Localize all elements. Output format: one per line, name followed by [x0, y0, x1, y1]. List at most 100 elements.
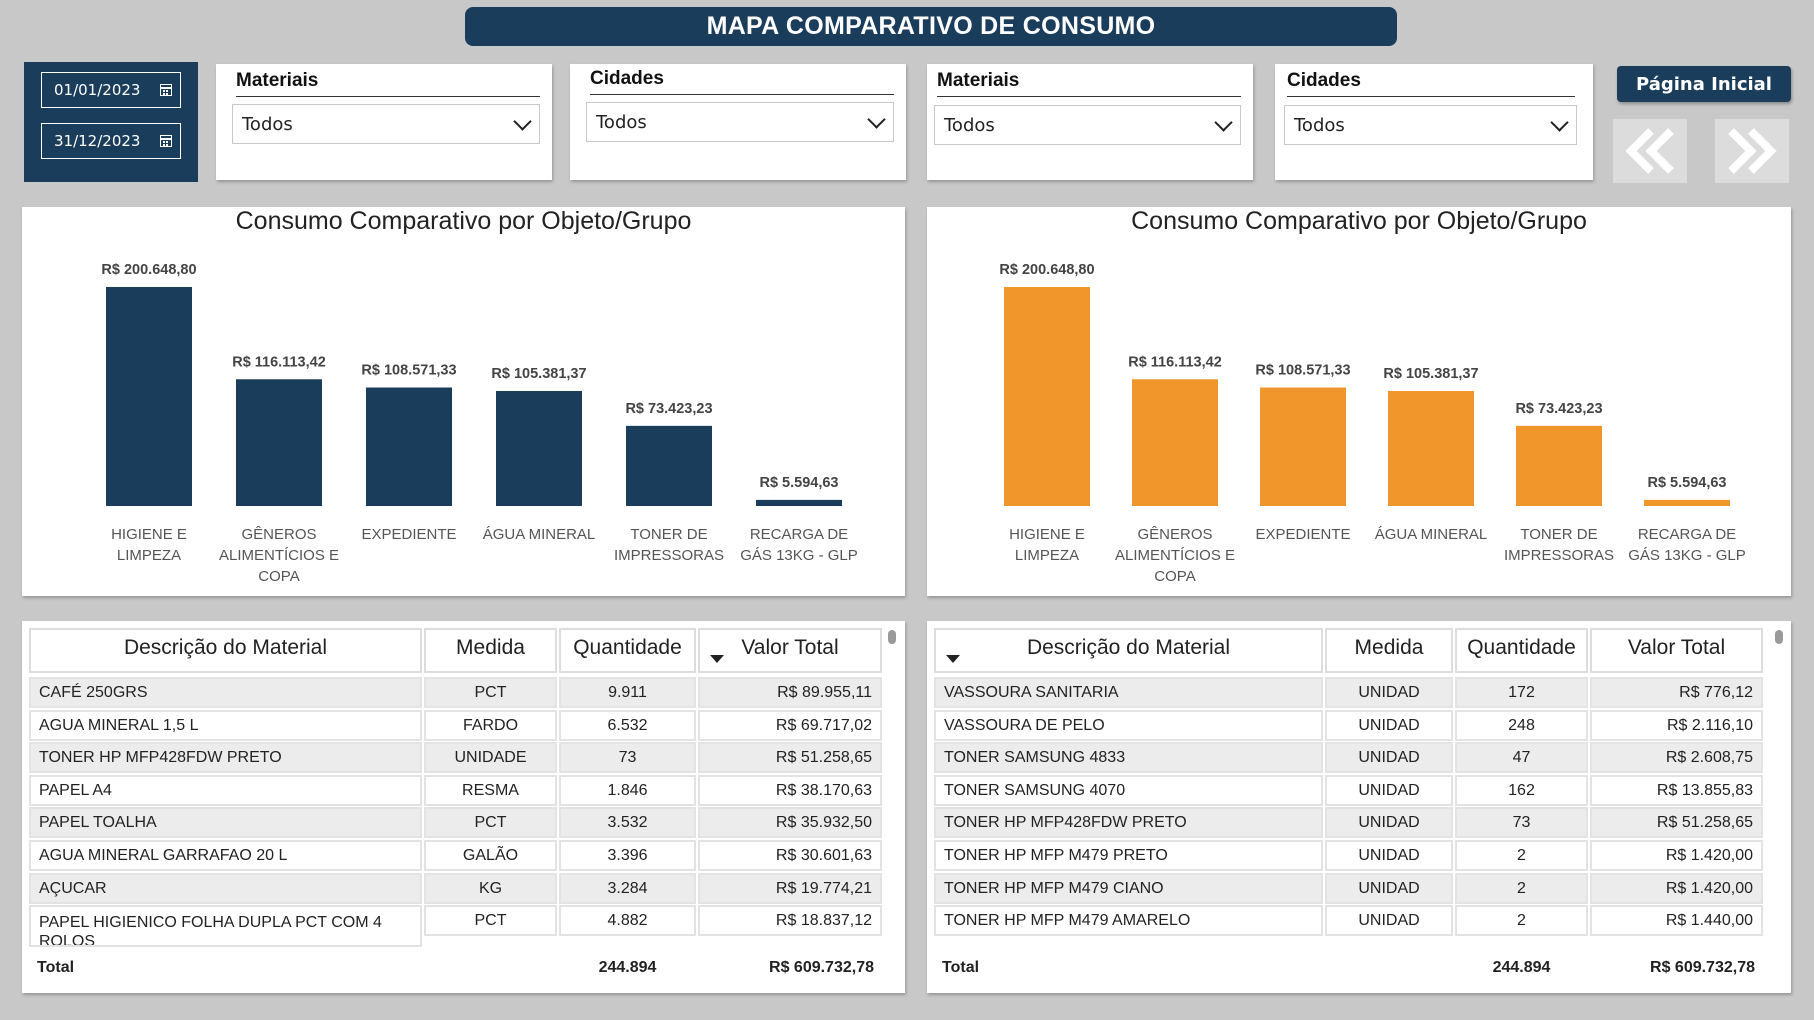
bar[interactable]	[1132, 379, 1218, 506]
date-range-panel: 01/01/2023 31/12/2023	[24, 62, 198, 182]
data-label: R$ 200.648,80	[101, 262, 196, 278]
end-date-value: 31/12/2023	[54, 132, 141, 150]
bar[interactable]	[1516, 425, 1602, 506]
data-label: R$ 116.113,42	[232, 354, 326, 370]
table-row[interactable]: TONER SAMSUNG 4833 UNIDAD 47 R$ 2.608,75	[934, 742, 1765, 774]
table-cell: 2	[1455, 905, 1588, 937]
bar[interactable]	[236, 379, 322, 506]
table-row[interactable]: PAPEL HIGIENICO FOLHA DUPLA PCT COM 4 RO…	[29, 905, 884, 948]
table-row[interactable]: AGUA MINERAL 1,5 L FARDO 6.532 R$ 69.717,02	[29, 709, 884, 741]
table-row[interactable]: PAPEL TOALHA PCT 3.532 R$ 35.932,50	[29, 807, 884, 839]
slicer-cidades-right: Cidades Todos	[1275, 64, 1593, 180]
table-row[interactable]: AÇUCAR KG 3.284 R$ 19.774,21	[29, 872, 884, 904]
next-page-button[interactable]	[1715, 119, 1789, 183]
table-row[interactable]: PAPEL A4 RESMA 1.846 R$ 38.170,63	[29, 774, 884, 806]
table-cell: 248	[1455, 709, 1588, 741]
materiais-dropdown[interactable]: Todos	[934, 105, 1241, 145]
bar-chart-right: R$ 200.648,80 HIGIENE E LIMPEZA R$ 116.113,…	[999, 262, 1745, 585]
table-cell: TONER HP MFP428FDW PRETO	[29, 742, 422, 774]
column-header[interactable]: Medida	[1325, 628, 1453, 673]
scrollbar-thumb[interactable]	[888, 630, 896, 644]
sort-descending-icon[interactable]	[946, 655, 960, 663]
table-row[interactable]: TONER HP MFP428FDW PRETO UNIDAD 73 R$ 51.25…	[934, 807, 1765, 839]
total-cell: Total	[934, 952, 1323, 983]
column-header-label: Quantidade	[1467, 636, 1576, 659]
previous-page-button[interactable]	[1613, 119, 1687, 183]
bar[interactable]	[756, 499, 842, 506]
column-header-label: Descrição do Material	[123, 636, 328, 659]
column-header-label: Valor Total	[741, 636, 839, 659]
bar[interactable]	[366, 387, 452, 506]
data-label: R$ 108.571,33	[361, 362, 456, 378]
table-cell: UNIDAD	[1325, 677, 1453, 708]
table-cell: 1.846	[559, 774, 696, 806]
column-header-label: Descrição do Material	[1026, 636, 1231, 659]
total-cell: 244.894	[1455, 952, 1588, 983]
table-row[interactable]: VASSOURA DE PELO UNIDAD 248 R$ 2.116,10	[934, 709, 1765, 741]
category-label: ÁGUA MINERAL	[483, 526, 596, 543]
column-header[interactable]: Descrição do Material	[29, 628, 422, 673]
table-cell: R$ 69.717,02	[698, 709, 882, 741]
bar[interactable]	[496, 390, 582, 506]
data-label: R$ 5.594,63	[1647, 475, 1726, 491]
table-cell: TONER HP MFP M479 AMARELO	[934, 905, 1323, 937]
cidades-dropdown[interactable]: Todos	[586, 102, 894, 142]
home-page-button[interactable]: Página Inicial	[1617, 66, 1791, 102]
slicer-materiais-left: Materiais Todos	[216, 64, 552, 180]
bar[interactable]	[1644, 499, 1730, 506]
end-date-field[interactable]: 31/12/2023	[41, 123, 181, 159]
materials-table-right: Descrição do Material Medida Quantidade Val…	[927, 621, 1791, 993]
bar[interactable]	[1388, 390, 1474, 506]
bar[interactable]	[626, 425, 712, 506]
table-cell: 2	[1455, 840, 1588, 871]
table-cell: UNIDAD	[1325, 774, 1453, 806]
sort-descending-icon[interactable]	[710, 655, 724, 663]
total-cell: R$ 609.732,78	[1590, 952, 1763, 983]
table-row[interactable]: TONER HP MFP428FDW PRETO UNIDADE 73 R$ 51.2…	[29, 742, 884, 774]
column-header[interactable]: Valor Total	[1590, 628, 1763, 673]
materials-table-left: Descrição do Material Medida Quantidade Val…	[22, 621, 905, 993]
table-cell: 2	[1455, 872, 1588, 904]
table-row[interactable]: TONER HP MFP M479 AMARELO UNIDAD 2 R$ 1.440…	[934, 905, 1765, 937]
cidades-dropdown[interactable]: Todos	[1284, 105, 1577, 145]
start-date-field[interactable]: 01/01/2023	[41, 72, 181, 108]
table-row[interactable]: CAFÉ 250GRS PCT 9.911 R$ 89.955,11	[29, 677, 884, 708]
table-cell: R$ 51.258,65	[698, 742, 882, 774]
dropdown-value: Todos	[1294, 114, 1345, 136]
table-cell: R$ 1.440,00	[1590, 905, 1763, 937]
table-cell: AGUA MINERAL 1,5 L	[29, 709, 422, 741]
total-cell: Total	[29, 952, 422, 983]
table-total-row: Total 244.894 R$ 609.732,78	[29, 952, 884, 983]
scrollbar-thumb[interactable]	[1775, 630, 1783, 644]
table-cell: 3.532	[559, 807, 696, 839]
category-label: GÊNEROS ALIMENTÍCIOS E COPA	[1115, 526, 1235, 585]
table-row[interactable]: VASSOURA SANITARIA UNIDAD 172 R$ 776,12	[934, 677, 1765, 708]
table-row[interactable]: TONER HP MFP M479 PRETO UNIDAD 2 R$ 1.420,0…	[934, 840, 1765, 871]
table-cell: 73	[1455, 807, 1588, 839]
materiais-dropdown[interactable]: Todos	[232, 104, 540, 144]
bar[interactable]	[1260, 387, 1346, 506]
table-cell: R$ 18.837,12	[698, 905, 882, 937]
table-row[interactable]: TONER SAMSUNG 4070 UNIDAD 162 R$ 13.855,83	[934, 774, 1765, 806]
category-label: GÊNEROS ALIMENTÍCIOS E COPA	[219, 526, 339, 585]
table-header: Descrição do Material Medida Quantidade Val…	[934, 628, 1765, 673]
column-header[interactable]: Quantidade	[1455, 628, 1588, 673]
table-cell: R$ 13.855,83	[1590, 774, 1763, 806]
table-total-row: Total 244.894 R$ 609.732,78	[934, 952, 1765, 983]
column-header[interactable]: Medida	[424, 628, 557, 673]
table-cell: UNIDAD	[1325, 742, 1453, 774]
calendar-icon[interactable]	[160, 84, 172, 96]
table-cell: PCT	[424, 807, 557, 839]
double-chevron-right-icon	[1728, 128, 1777, 174]
column-header[interactable]: Quantidade	[559, 628, 696, 673]
table-row[interactable]: AGUA MINERAL GARRAFAO 20 L GALÃO 3.396 R$ 3…	[29, 840, 884, 871]
bar[interactable]	[106, 287, 192, 506]
table-row[interactable]: TONER HP MFP M479 CIANO UNIDAD 2 R$ 1.420,0…	[934, 872, 1765, 904]
category-label: TONER DE IMPRESSORAS	[614, 526, 724, 564]
bar[interactable]	[1004, 287, 1090, 506]
table-cell: R$ 89.955,11	[698, 677, 882, 708]
calendar-icon[interactable]	[160, 135, 172, 147]
column-header[interactable]: Valor Total	[698, 628, 882, 673]
table-cell: 162	[1455, 774, 1588, 806]
column-header[interactable]: Descrição do Material	[934, 628, 1323, 673]
